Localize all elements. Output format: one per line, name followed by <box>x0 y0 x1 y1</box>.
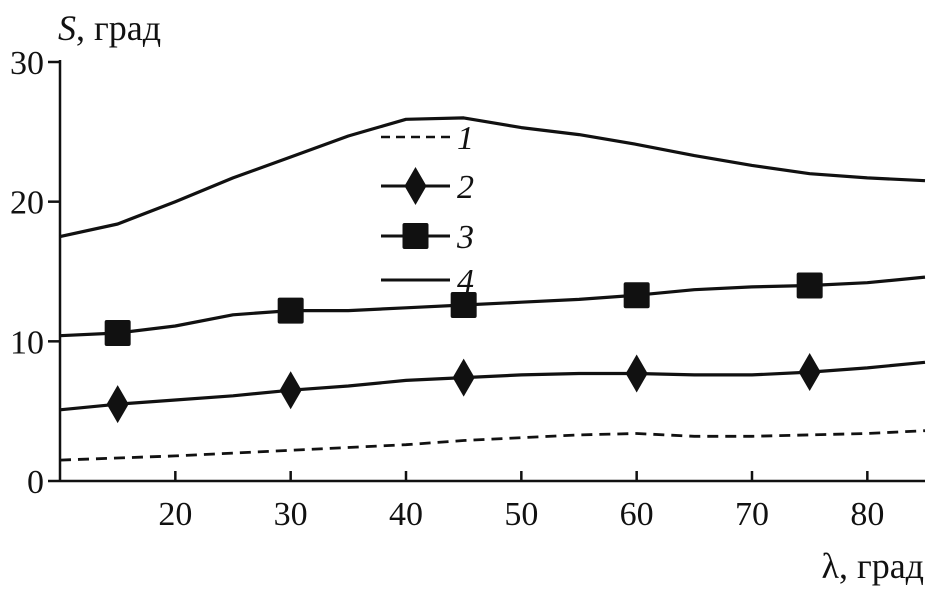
legend-diamond-marker <box>404 167 427 205</box>
x-axis-title: λ, град <box>821 546 924 586</box>
y-axis-symbol: S <box>58 8 76 48</box>
legend-item-1: 1 <box>381 120 474 157</box>
series-2-diamond-marker <box>625 354 648 393</box>
series-3-square-marker <box>104 319 131 346</box>
legend-label: 1 <box>457 120 474 157</box>
series-4-line <box>59 116 926 239</box>
y-tick-label: 10 <box>10 324 44 361</box>
legend-item-4: 4 <box>381 263 474 300</box>
y-axis-unit: , град <box>76 8 161 48</box>
x-tick-label: 70 <box>735 496 769 533</box>
series-2-diamond-marker <box>798 353 821 392</box>
x-tick-label: 60 <box>620 496 654 533</box>
y-tick-label: 0 <box>27 464 44 501</box>
y-tick-label: 30 <box>10 45 44 82</box>
x-tick-label: 40 <box>389 496 423 533</box>
legend-item-3: 3 <box>381 219 474 256</box>
series-1 <box>59 429 926 462</box>
series-layer <box>59 116 926 462</box>
legend-square-marker <box>402 223 429 249</box>
series-2-line <box>59 360 926 412</box>
series-1-line <box>59 429 926 462</box>
series-3-line <box>59 275 926 338</box>
series-3-square-marker <box>796 272 823 299</box>
series-3-square-marker <box>277 297 304 324</box>
series-2-diamond-marker <box>106 385 129 424</box>
series-4 <box>59 116 926 239</box>
x-tick-label: 80 <box>850 496 884 533</box>
series-3-square-marker <box>623 282 650 309</box>
y-tick-label: 20 <box>10 185 44 222</box>
legend-label: 4 <box>457 263 474 300</box>
x-tick-label: 30 <box>274 496 308 533</box>
x-tick-label: 20 <box>158 496 192 533</box>
legend-label: 3 <box>456 219 474 256</box>
series-3-square-marker <box>450 292 477 319</box>
legend: 1 2 3 4 <box>381 120 474 300</box>
series-3 <box>59 272 926 346</box>
legend-label: 2 <box>457 169 474 206</box>
axes: 0 10 20 30 20 30 40 50 60 70 80 <box>10 45 925 533</box>
series-2-diamond-marker <box>452 358 475 397</box>
y-axis-title: S, град <box>58 8 161 48</box>
series-2 <box>59 353 926 424</box>
x-tick-label: 50 <box>504 496 538 533</box>
series-2-diamond-marker <box>279 371 302 410</box>
legend-item-2: 2 <box>381 167 474 206</box>
